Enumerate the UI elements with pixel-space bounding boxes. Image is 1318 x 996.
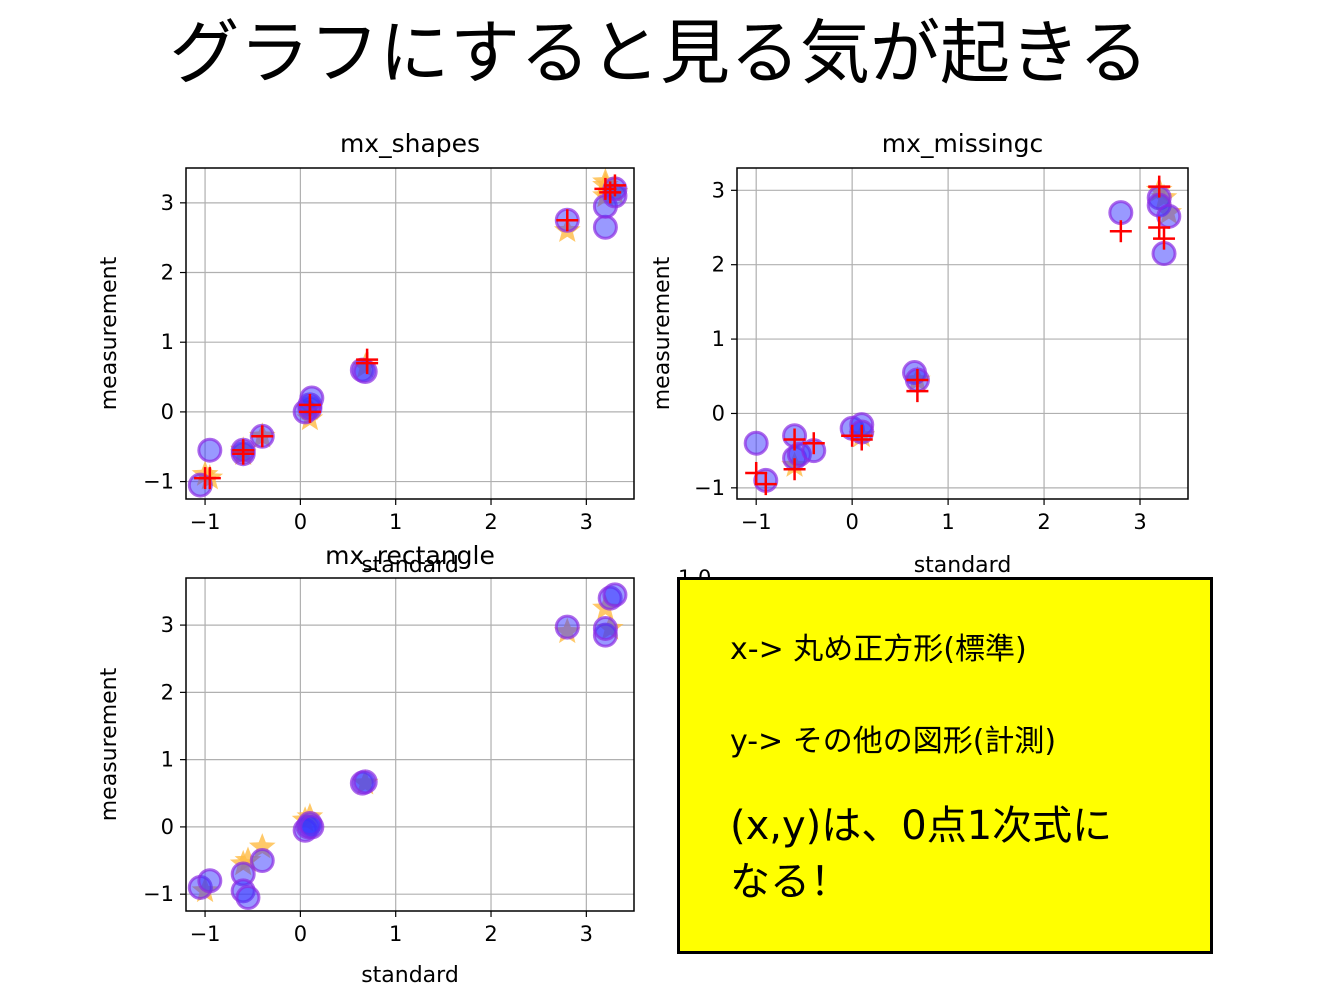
cross-point [1153, 227, 1176, 250]
y-tick-label: −1 [143, 470, 174, 494]
y-tick-label: −1 [694, 476, 725, 500]
x-tick-label: −1 [190, 510, 221, 534]
cross-point [298, 400, 321, 423]
cross-point [850, 424, 873, 447]
y-tick-label: 2 [161, 261, 174, 285]
y-tick-label: 2 [712, 253, 725, 277]
y-tick-label: 0 [161, 400, 174, 424]
circle-point [602, 582, 628, 608]
y-tick-label: 2 [161, 680, 174, 704]
x-tick-label: 0 [294, 922, 307, 946]
cross-point [198, 467, 221, 490]
y-tick-label: 3 [161, 613, 174, 637]
circle-point [299, 814, 325, 840]
x-tick-label: 1 [389, 922, 402, 946]
cross-point [251, 425, 274, 448]
note-line-conclusion: (x,y)は、0点1次式に [730, 803, 1113, 849]
x-axis-label: standard [361, 553, 459, 578]
y-axis-label: measurement [650, 256, 675, 410]
star-point [234, 846, 262, 872]
y-tick-label: 1 [712, 327, 725, 351]
cross-point [594, 177, 617, 200]
x-tick-label: 3 [1133, 510, 1146, 534]
circle-point [554, 614, 580, 640]
axes-frame [185, 167, 635, 500]
y-axis-label: measurement [97, 667, 122, 821]
y-tick-label: 1 [161, 330, 174, 354]
axes-frame [736, 167, 1189, 500]
cross-point [802, 432, 825, 455]
cross-point [356, 348, 379, 371]
circle-point [743, 430, 769, 456]
x-tick-label: −1 [190, 922, 221, 946]
plot-title: mx_shapes [340, 129, 480, 158]
cross-point [783, 428, 806, 451]
x-tick-label: 0 [294, 510, 307, 534]
y-tick-label: 3 [712, 178, 725, 202]
plot-title: mx_missingc [882, 129, 1043, 158]
star-point [248, 833, 276, 859]
cross-point [1148, 175, 1171, 198]
x-tick-label: 2 [484, 922, 497, 946]
x-tick-label: 2 [484, 510, 497, 534]
cross-point [232, 442, 255, 465]
circle-point [197, 437, 223, 463]
cross-point [603, 174, 626, 197]
circle-point [592, 615, 618, 641]
note-box: x-> 丸め正方形(標準) y-> その他の図形(計測) (x,y)は、0点1次… [677, 577, 1213, 954]
circle-point [299, 385, 325, 411]
x-axis-label: standard [914, 553, 1012, 578]
cross-point [1148, 216, 1171, 239]
cross-point [556, 209, 579, 232]
note-line-y-definition: y-> その他の図形(計測) [730, 724, 1057, 759]
y-axis-label: measurement [97, 256, 122, 410]
circle-point [249, 848, 275, 874]
slide-title: グラフにすると見る気が起きる [169, 12, 1149, 94]
cross-point [783, 458, 806, 481]
y-tick-label: 1 [161, 748, 174, 772]
x-tick-label: −1 [741, 510, 772, 534]
y-tick-label: 3 [161, 191, 174, 215]
note-line-x-definition: x-> 丸め正方形(標準) [730, 632, 1027, 667]
cross-point [1109, 220, 1132, 243]
x-tick-label: 3 [580, 922, 593, 946]
cross-point [745, 461, 768, 484]
axes-frame [185, 577, 635, 912]
circle-point [197, 868, 223, 894]
x-tick-label: 2 [1037, 510, 1050, 534]
x-tick-label: 3 [580, 510, 593, 534]
x-tick-label: 1 [389, 510, 402, 534]
plot-title: mx_rectangle [325, 541, 495, 570]
cross-point [906, 380, 929, 403]
x-tick-label: 0 [845, 510, 858, 534]
cross-point [754, 473, 777, 496]
circle-point [352, 769, 378, 795]
x-axis-label: standard [361, 963, 459, 988]
note-line-conclusion-end: なる！ [730, 859, 850, 905]
y-tick-label: 0 [161, 815, 174, 839]
y-tick-label: −1 [143, 882, 174, 906]
x-tick-label: 1 [941, 510, 954, 534]
circle-point [235, 885, 261, 911]
y-tick-label: 0 [712, 401, 725, 425]
